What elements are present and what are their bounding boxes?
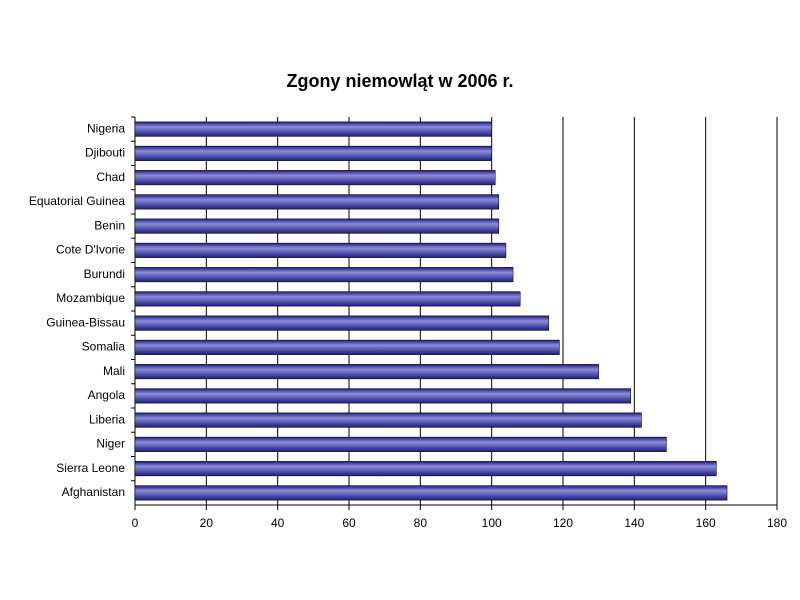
x-tick-label: 80 <box>414 516 428 530</box>
y-tick-label: Burundi <box>84 267 125 281</box>
x-tick-label: 40 <box>271 516 285 530</box>
bar <box>134 170 496 186</box>
y-tick-label: Benin <box>94 218 125 232</box>
y-tick-label: Cote D'Ivorie <box>56 243 125 257</box>
bar <box>134 194 500 210</box>
y-tick-label: Equatorial Guinea <box>29 194 125 208</box>
bar <box>134 388 632 404</box>
bar <box>134 339 560 355</box>
y-tick-label: Niger <box>96 437 125 451</box>
y-tick-label: Liberia <box>89 412 125 426</box>
x-tick-label: 0 <box>132 516 139 530</box>
bar <box>134 364 599 380</box>
bar <box>134 218 500 234</box>
bar <box>134 242 507 258</box>
y-tick-label: Angola <box>88 388 126 402</box>
x-tick-label: 20 <box>200 516 214 530</box>
x-tick-label: 120 <box>553 516 573 530</box>
y-tick-label: Chad <box>96 170 125 184</box>
bar <box>134 291 521 307</box>
x-tick-label: 180 <box>767 516 787 530</box>
x-tick-label: 100 <box>482 516 502 530</box>
bar <box>134 485 728 501</box>
bar <box>134 267 514 283</box>
y-tick-label: Sierra Leone <box>56 461 125 475</box>
bar <box>134 145 492 161</box>
x-tick-label: 60 <box>342 516 356 530</box>
x-tick-label: 160 <box>696 516 716 530</box>
bar <box>134 461 717 477</box>
y-tick-label: Afghanistan <box>62 485 125 499</box>
y-tick-label: Mozambique <box>56 291 125 305</box>
chart-title: Zgony niemowląt w 2006 r. <box>286 71 513 91</box>
bar <box>134 412 642 428</box>
y-tick-label: Mali <box>103 364 125 378</box>
y-tick-label: Nigeria <box>87 121 125 135</box>
bar <box>134 315 549 331</box>
y-tick-label: Somalia <box>82 340 126 354</box>
y-tick-label: Guinea-Bissau <box>46 315 125 329</box>
x-tick-label: 140 <box>624 516 644 530</box>
y-tick-label: Djibouti <box>85 146 125 160</box>
bar <box>134 436 667 452</box>
bar <box>134 121 492 137</box>
